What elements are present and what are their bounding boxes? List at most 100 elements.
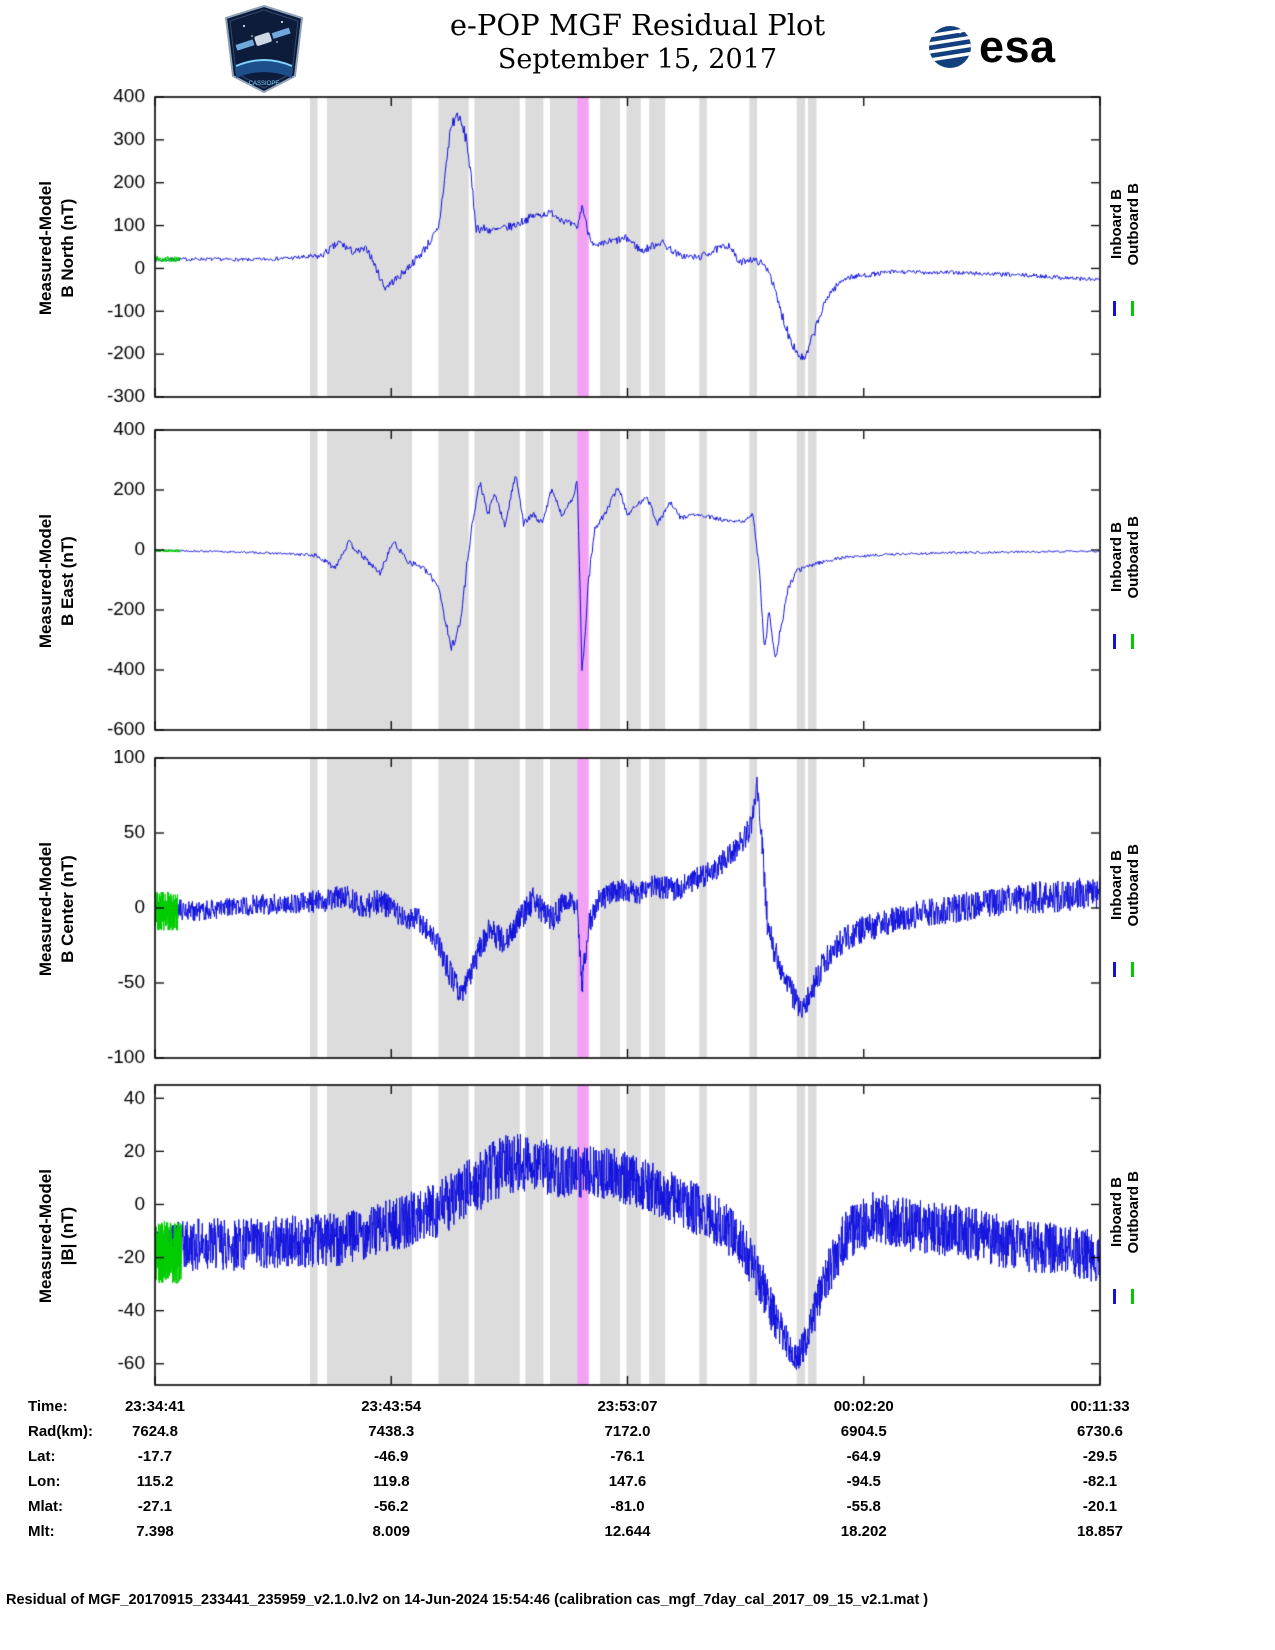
- residual-plot-canvas: [93, 750, 1108, 1068]
- y-axis-label-line1: Measured-Model: [35, 1168, 55, 1304]
- table-cell: 7624.8: [132, 1423, 178, 1440]
- residual-plot-canvas: [93, 89, 1108, 407]
- table-cell: 7438.3: [368, 1423, 415, 1440]
- esa-wordmark: esa: [979, 21, 1056, 72]
- table-row-label: Lon:: [28, 1473, 61, 1490]
- legend-outboard-marker-icon: [1131, 1289, 1134, 1304]
- table-cell: 6904.5: [840, 1423, 887, 1440]
- table-row-label: Mlat:: [28, 1498, 63, 1515]
- table-cell: 23:34:41: [124, 1398, 186, 1415]
- table-cell: -76.1: [610, 1448, 645, 1465]
- table-cell: 23:43:54: [361, 1398, 422, 1415]
- table-cell: 6730.6: [1077, 1423, 1123, 1440]
- y-axis-label-line1: Measured-Model: [35, 180, 55, 316]
- legend-outboard-label: Outboard B: [1125, 843, 1142, 927]
- table-cell: -55.8: [846, 1498, 881, 1515]
- page-title: e-POP MGF Residual Plot: [449, 8, 826, 42]
- legend-labels: Inboard B Outboard B: [1108, 1137, 1142, 1287]
- y-axis-label: Measured-Model B East (nT): [14, 422, 100, 740]
- table-cell: 115.2: [136, 1473, 174, 1490]
- panel-legend: Inboard B Outboard B: [1106, 89, 1168, 407]
- panel-legend: Inboard B Outboard B: [1106, 1077, 1168, 1395]
- table-cell: 12.644: [604, 1523, 651, 1540]
- y-axis-label: Measured-Model B North (nT): [14, 89, 100, 407]
- legend-markers: [1113, 1289, 1134, 1304]
- table-cell: -82.1: [1082, 1473, 1118, 1490]
- table-row-label: Time:: [28, 1398, 68, 1415]
- table-cell: -64.9: [846, 1448, 881, 1465]
- legend-labels: Inboard B Outboard B: [1108, 482, 1142, 632]
- table-cell: 7.398: [136, 1523, 174, 1540]
- table-row-label: Rad(km):: [28, 1423, 94, 1440]
- legend-inboard-marker-icon: [1113, 962, 1116, 977]
- y-axis-label-line2: B East (nT): [58, 536, 78, 626]
- table-cell: -29.5: [1082, 1448, 1118, 1465]
- residual-panel: Measured-Model B North (nT) Inboard B Ou…: [0, 89, 1275, 407]
- y-axis-label-line2: B North (nT): [58, 198, 78, 298]
- residual-plot-canvas: [93, 422, 1108, 740]
- table-cell: 147.6: [608, 1473, 647, 1490]
- table-row: Mlat: -27.1 -56.2 -81.0 -55.8 -20.1: [0, 1495, 1275, 1520]
- table-cell: -17.7: [137, 1448, 173, 1465]
- y-axis-label-line2: |B| (nT): [58, 1206, 78, 1266]
- y-axis-label-line2: B Center (nT): [58, 855, 78, 963]
- table-cell: 00:11:33: [1070, 1398, 1130, 1415]
- table-cell: -94.5: [846, 1473, 881, 1490]
- table-cell: 119.8: [372, 1473, 410, 1490]
- panel-legend: Inboard B Outboard B: [1106, 422, 1168, 740]
- y-axis-label: Measured-Model B Center (nT): [14, 750, 100, 1068]
- legend-inboard-marker-icon: [1113, 634, 1116, 649]
- legend-inboard-label: Inboard B: [1108, 522, 1125, 592]
- panel-legend: Inboard B Outboard B: [1106, 750, 1168, 1068]
- legend-inboard-marker-icon: [1113, 301, 1116, 316]
- esa-logo: esa: [925, 20, 1056, 74]
- legend-inboard-label: Inboard B: [1108, 1177, 1125, 1247]
- legend-inboard-label: Inboard B: [1108, 850, 1125, 920]
- table-cell: 7172.0: [604, 1423, 651, 1440]
- y-axis-label-line1: Measured-Model: [35, 513, 55, 649]
- table-cell: 00:02:20: [833, 1398, 894, 1415]
- legend-labels: Inboard B Outboard B: [1108, 149, 1142, 299]
- satellite-icon: [235, 27, 291, 51]
- table-cell: -81.0: [610, 1498, 645, 1515]
- patch-text: CASSIOPE: [249, 81, 280, 87]
- table-row: Mlt: 7.398 8.009 12.644 18.202 18.857: [0, 1520, 1275, 1545]
- table-row: Rad(km): 7624.8 7438.3 7172.0 6904.5 6730.6: [0, 1420, 1275, 1445]
- legend-outboard-marker-icon: [1131, 301, 1134, 316]
- table-row: Lat: -17.7 -46.9 -76.1 -64.9 -29.5: [0, 1445, 1275, 1470]
- legend-markers: [1113, 962, 1134, 977]
- footer-provenance-text: Residual of MGF_20170915_233441_235959_v…: [6, 1592, 929, 1608]
- y-axis-label-line1: Measured-Model: [35, 841, 55, 977]
- cassiope-mission-patch-logo: CASSIOPE: [222, 4, 306, 99]
- y-axis-label: Measured-Model |B| (nT): [14, 1077, 100, 1395]
- legend-outboard-marker-icon: [1131, 962, 1134, 977]
- table-cell: 8.009: [372, 1523, 411, 1540]
- page-subtitle-date: September 15, 2017: [497, 44, 778, 75]
- table-cell: 23:53:07: [597, 1398, 658, 1415]
- legend-inboard-marker-icon: [1113, 1289, 1116, 1304]
- legend-outboard-label: Outboard B: [1125, 182, 1142, 266]
- residual-panel: Measured-Model B Center (nT) Inboard B O…: [0, 750, 1275, 1068]
- table-cell: -20.1: [1082, 1498, 1118, 1515]
- legend-markers: [1113, 634, 1134, 649]
- ephemeris-axis-table: Time: 23:34:41 23:43:54 23:53:07 00:02:20 00:…: [0, 1395, 1275, 1545]
- table-row-label: Lat:: [28, 1448, 56, 1465]
- table-row: Lon: 115.2 119.8 147.6 -94.5 -82.1: [0, 1470, 1275, 1495]
- table-cell: 18.202: [840, 1523, 887, 1540]
- table-cell: -46.9: [374, 1448, 409, 1465]
- table-row-label: Mlt:: [28, 1523, 55, 1540]
- legend-outboard-label: Outboard B: [1125, 515, 1142, 599]
- legend-labels: Inboard B Outboard B: [1108, 810, 1142, 960]
- residual-panels-stack: Measured-Model B North (nT) Inboard B Ou…: [0, 89, 1275, 1395]
- legend-outboard-label: Outboard B: [1125, 1170, 1142, 1254]
- legend-inboard-label: Inboard B: [1108, 189, 1125, 259]
- plot-titles: e-POP MGF Residual Plot September 15, 20…: [0, 8, 1275, 75]
- header: CASSIOPE e-POP MGF Residual Plot Septemb…: [0, 0, 1275, 94]
- residual-panel: Measured-Model B East (nT) Inboard B Out…: [0, 422, 1275, 740]
- table-cell: -27.1: [137, 1498, 173, 1515]
- residual-plot-canvas: [93, 1077, 1108, 1395]
- table-cell: 18.857: [1077, 1523, 1123, 1540]
- residual-panel: Measured-Model |B| (nT) Inboard B Outboa…: [0, 1077, 1275, 1395]
- esa-globe-icon: [929, 26, 971, 68]
